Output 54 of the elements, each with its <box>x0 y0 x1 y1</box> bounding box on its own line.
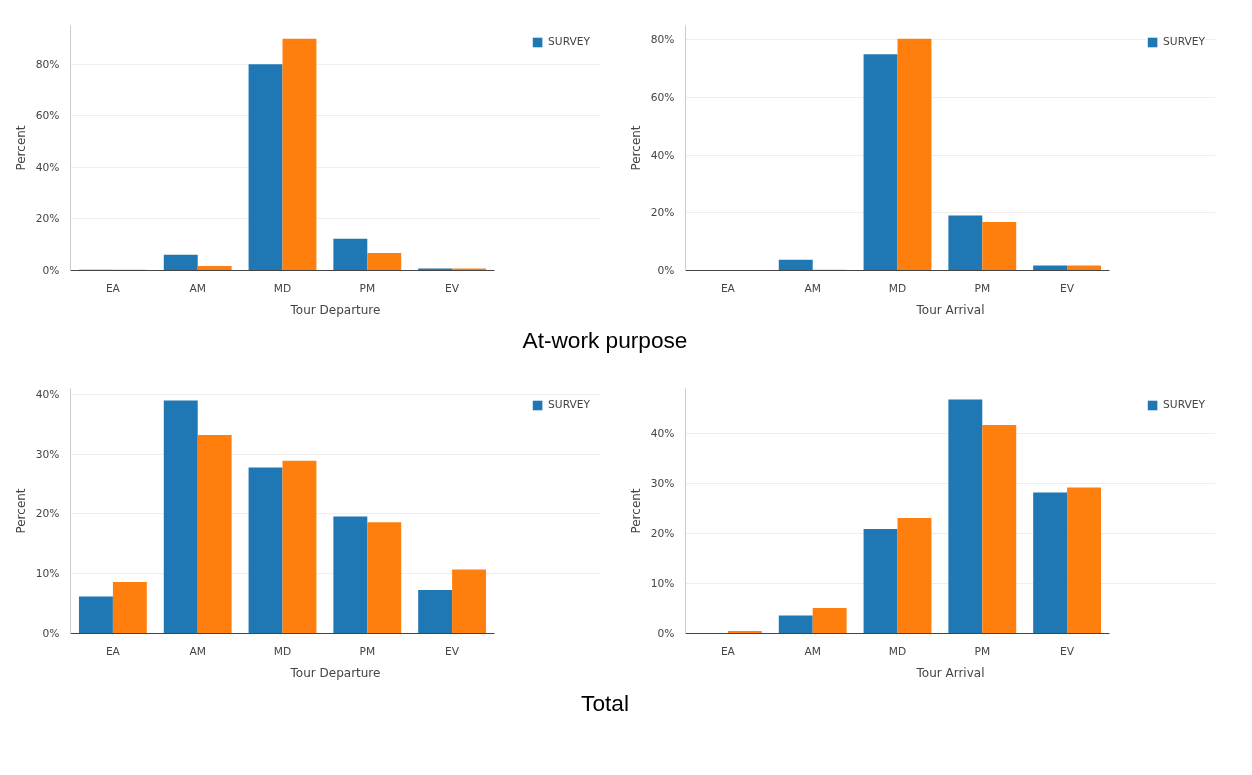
x-tick-label: EA <box>720 644 736 658</box>
y-tick-label: 10% <box>35 567 60 581</box>
y-tick-label: 30% <box>35 447 60 461</box>
x-tick-label: MD <box>888 644 907 658</box>
x-tick-label: PM <box>974 281 991 295</box>
x-tick-label: MD <box>888 281 907 295</box>
y-tick-label: 80% <box>650 33 675 47</box>
x-tick-label: PM <box>359 644 376 658</box>
x-tick-label: PM <box>359 281 376 295</box>
legend-label: SURVEY <box>548 35 590 48</box>
y-tick-label: 80% <box>35 57 60 71</box>
text: Total <box>581 689 629 718</box>
legend-label: SURVEY <box>1163 35 1205 48</box>
y-tick-label: 0% <box>657 264 675 277</box>
x-tick-label: AM <box>189 644 206 658</box>
x-axis-title: Tour Departure <box>289 665 381 680</box>
y-tick-label: 10% <box>650 577 675 590</box>
x-axis-title: Tour Arrival <box>915 302 985 317</box>
y-tick-label: 40% <box>650 427 675 440</box>
y-tick-label: 40% <box>650 148 675 162</box>
x-tick-label: EV <box>445 281 460 295</box>
y-tick-label: 30% <box>650 477 675 490</box>
y-axis-title: Percent <box>13 125 28 171</box>
x-tick-label: AM <box>189 281 206 295</box>
x-axis-title: Tour Arrival <box>915 665 985 680</box>
x-tick-label: AM <box>804 644 821 658</box>
y-axis-title: Percent <box>628 488 643 534</box>
y-tick-label: 0% <box>657 627 675 640</box>
y-tick-label: 0% <box>42 627 60 640</box>
y-tick-label: 20% <box>650 527 675 540</box>
y-tick-label: 0% <box>42 264 60 277</box>
y-tick-label: 60% <box>35 109 60 123</box>
legend-label: SURVEY <box>548 398 590 411</box>
y-tick-label: 40% <box>35 387 60 401</box>
text: At-work purpose <box>522 326 688 355</box>
y-tick-label: 20% <box>650 206 675 220</box>
y-axis-title: Percent <box>13 488 28 534</box>
x-tick-label: EV <box>1060 644 1075 658</box>
y-tick-label: 60% <box>650 91 675 105</box>
x-tick-label: EA <box>105 281 121 295</box>
x-tick-label: AM <box>804 281 821 295</box>
y-tick-label: 40% <box>35 160 60 174</box>
x-tick-label: MD <box>273 281 292 295</box>
x-tick-label: EV <box>1060 281 1075 295</box>
x-tick-label: EA <box>720 281 736 295</box>
x-tick-label: PM <box>974 644 991 658</box>
y-axis-title: Percent <box>628 125 643 171</box>
x-axis-title: Tour Departure <box>289 302 381 317</box>
x-tick-label: EA <box>105 644 121 658</box>
x-tick-label: MD <box>273 644 292 658</box>
y-tick-label: 20% <box>35 507 60 521</box>
legend-label: SURVEY <box>1163 398 1205 411</box>
y-tick-label: 20% <box>35 212 60 226</box>
x-tick-label: EV <box>445 644 460 658</box>
